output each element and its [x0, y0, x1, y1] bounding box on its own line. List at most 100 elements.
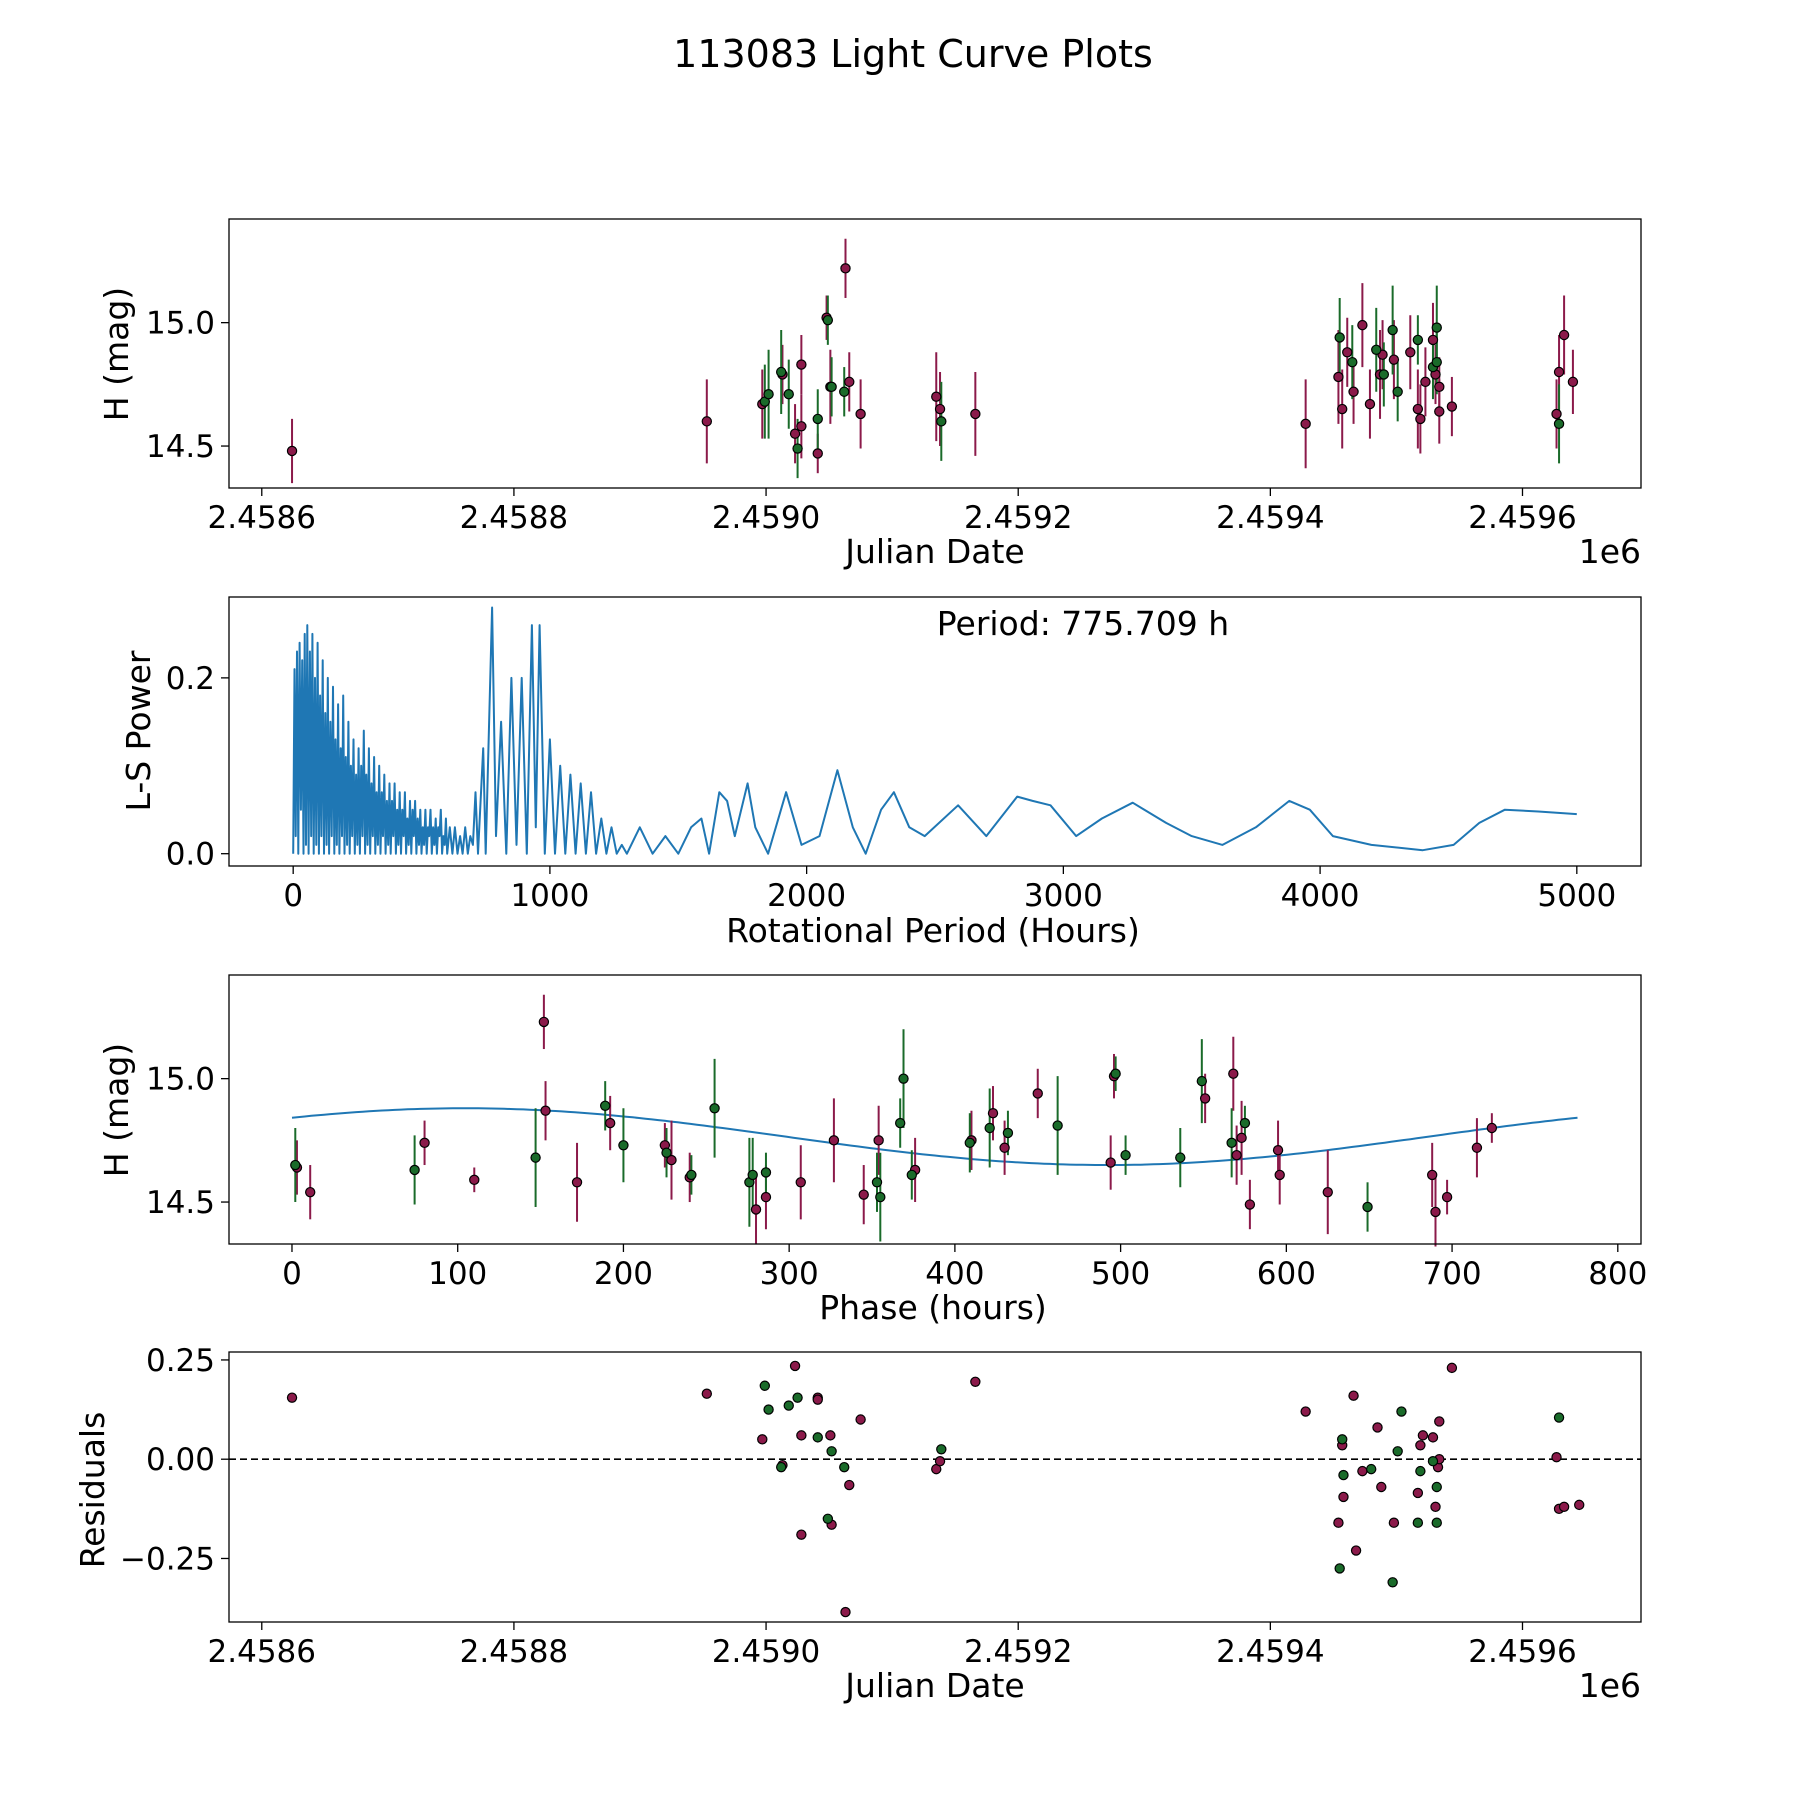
data-point-green — [792, 1392, 803, 1403]
data-point-red — [795, 1177, 806, 1188]
data-point-red — [1415, 413, 1426, 425]
data-point-green — [1002, 1127, 1014, 1139]
data-point-green — [1239, 1117, 1251, 1129]
x-tick-label: 2.4596 — [1468, 1634, 1576, 1670]
data-point-red — [701, 1388, 713, 1399]
data-point-green — [763, 389, 774, 400]
data-point-green — [1334, 1563, 1345, 1574]
lightcurve-y-axis-label: H (mag) — [97, 287, 136, 421]
data-point-red — [1434, 381, 1445, 393]
x-tick-label: 400 — [925, 1256, 984, 1292]
data-point-green — [747, 1169, 758, 1181]
x-tick-label: 600 — [1257, 1256, 1316, 1292]
data-point-green — [822, 1513, 834, 1524]
data-point-red — [750, 1204, 762, 1215]
data-point-red — [789, 1360, 801, 1372]
periodogram-frame — [228, 596, 1642, 867]
y-tick-label: 0.25 — [146, 1343, 215, 1379]
data-point-green — [1553, 1412, 1565, 1423]
data-point-green — [618, 1140, 629, 1151]
data-point-green — [600, 1100, 611, 1111]
data-point-red — [1430, 1206, 1441, 1218]
data-point-green — [871, 1177, 883, 1188]
data-point-green — [894, 1117, 906, 1129]
data-point-red — [286, 1392, 298, 1403]
y-tick-label: 15.0 — [146, 1062, 215, 1098]
data-point-red — [538, 1016, 550, 1028]
phase-frame — [228, 974, 1642, 1245]
x-tick-label: 2.4586 — [208, 500, 316, 536]
phase-ticks: 0 100 200 300 400 500 600 700 800 14.5 15.0 — [146, 1062, 1647, 1292]
data-point-green — [898, 1073, 909, 1084]
data-point-red — [1412, 403, 1424, 415]
data-point-red — [571, 1177, 583, 1188]
data-point-red — [1388, 354, 1400, 365]
x-tick-label: 2.4594 — [1216, 1634, 1324, 1670]
data-point-green — [1412, 334, 1424, 346]
lightcurve-panel: 2.4586 2.4588 2.4590 2.4592 2.4594 2.4596 14.5… — [97, 218, 1642, 571]
periodogram-marks — [292, 606, 1577, 855]
data-point-red — [1430, 1501, 1441, 1513]
lightcurve-frame — [228, 218, 1642, 489]
data-point-red — [1434, 1416, 1445, 1427]
data-point-green — [812, 413, 823, 425]
data-point-red — [934, 403, 946, 415]
data-point-red — [970, 1376, 981, 1387]
data-point-red — [1486, 1122, 1498, 1134]
data-point-red — [796, 1529, 807, 1540]
y-tick-label: 15.0 — [146, 306, 215, 342]
data-point-red — [1348, 1390, 1359, 1401]
power-line — [292, 606, 1577, 855]
error-bars — [294, 994, 1493, 1247]
data-point-red — [858, 1189, 869, 1200]
data-point-red — [1333, 1517, 1344, 1528]
x-tick-label: 2.4596 — [1468, 500, 1576, 536]
period-annotation: Period: 775.709 h — [937, 604, 1229, 643]
data-point-green — [1392, 1446, 1403, 1457]
data-point-green — [783, 389, 794, 400]
data-point-red — [1333, 371, 1344, 383]
x-tick-label: 2.4590 — [712, 1634, 820, 1670]
x-tick-label: 3000 — [1024, 878, 1103, 914]
data-point-red — [828, 1135, 840, 1146]
data-point-red — [1228, 1068, 1239, 1079]
periodogram-x-axis-label: Rotational Period (Hours) — [726, 911, 1140, 950]
x-tick-label: 100 — [428, 1256, 487, 1292]
y-tick-label: 14.5 — [146, 1185, 215, 1221]
data-point-red — [1427, 334, 1439, 346]
data-point-green — [759, 1380, 771, 1391]
data-point-red — [987, 1108, 999, 1119]
x-tick-label: 2.4588 — [460, 1634, 568, 1670]
data-point-red — [796, 1430, 807, 1441]
lightcurve-ticks: 2.4586 2.4588 2.4590 2.4592 2.4594 2.4596 14.5… — [146, 306, 1577, 536]
data-point-red — [855, 1414, 866, 1425]
x-tick-label: 200 — [594, 1256, 653, 1292]
data-point-red — [1348, 386, 1359, 397]
x-tick-label: 2.4592 — [964, 500, 1072, 536]
data-point-green — [1415, 1465, 1426, 1477]
data-point-green — [875, 1191, 886, 1203]
residuals-x-axis-label: Julian Date — [843, 1666, 1025, 1705]
x-tick-label: 0 — [283, 878, 303, 914]
data-point-green — [709, 1103, 720, 1114]
data-point-red — [1446, 1362, 1458, 1374]
x-tick-label: 5000 — [1537, 878, 1616, 914]
data-point-green — [1334, 332, 1345, 343]
data-point-red — [1337, 403, 1348, 415]
data-point-red — [760, 1191, 772, 1203]
data-point-red — [825, 1430, 836, 1441]
data-point-green — [1337, 1434, 1348, 1445]
lightcurve-offset-label: 1e6 — [1579, 532, 1641, 571]
data-point-red — [970, 408, 981, 420]
data-point-green — [826, 1446, 837, 1457]
x-tick-label: 4000 — [1281, 878, 1360, 914]
data-point-red — [1471, 1142, 1483, 1153]
x-tick-label: 2.4592 — [964, 1634, 1072, 1670]
data-point-green — [1396, 1406, 1407, 1417]
data-point-red — [1376, 1481, 1387, 1493]
data-point-red — [855, 408, 866, 420]
data-point-green — [1387, 1577, 1398, 1588]
data-point-red — [840, 1606, 851, 1618]
data-point-green — [290, 1159, 301, 1171]
